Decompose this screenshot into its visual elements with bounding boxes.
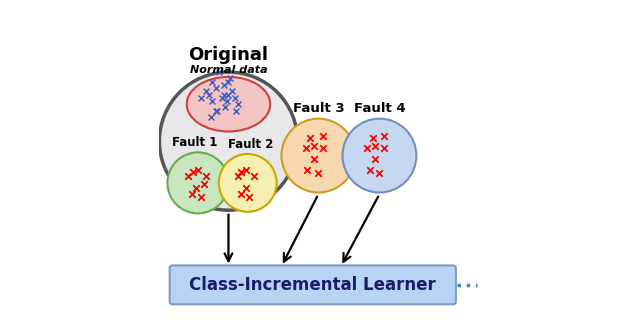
Point — [241, 185, 252, 190]
Point — [186, 191, 196, 197]
Text: Fault 2: Fault 2 — [228, 138, 274, 151]
Point — [193, 168, 203, 173]
Text: Class-Incremental Learner: Class-Incremental Learner — [189, 276, 436, 294]
Point — [305, 135, 316, 141]
Point — [225, 76, 235, 81]
Text: Fault 4: Fault 4 — [354, 102, 405, 115]
Point — [207, 98, 218, 104]
Circle shape — [168, 152, 228, 214]
Point — [211, 108, 221, 113]
Point — [199, 182, 209, 187]
Point — [188, 169, 198, 174]
Point — [212, 108, 222, 113]
Point — [201, 89, 211, 94]
Point — [233, 174, 243, 179]
Point — [205, 114, 216, 120]
Point — [217, 95, 227, 100]
Text: Fault 3: Fault 3 — [292, 102, 344, 115]
Point — [362, 145, 372, 150]
Point — [211, 86, 221, 91]
Point — [302, 168, 312, 173]
Ellipse shape — [187, 77, 270, 132]
Point — [230, 95, 240, 100]
Point — [232, 108, 242, 113]
Point — [368, 135, 378, 141]
FancyBboxPatch shape — [170, 265, 456, 304]
Point — [365, 168, 375, 173]
Point — [374, 171, 385, 176]
Point — [249, 174, 259, 179]
Point — [241, 168, 252, 173]
Point — [308, 156, 319, 161]
Point — [220, 105, 230, 110]
Point — [221, 98, 232, 104]
Point — [379, 134, 389, 139]
Point — [379, 145, 389, 150]
Circle shape — [282, 119, 355, 192]
Point — [218, 92, 228, 97]
Point — [369, 156, 380, 161]
Text: Original: Original — [188, 46, 268, 64]
Circle shape — [159, 72, 298, 210]
Point — [196, 195, 206, 200]
Point — [244, 195, 255, 200]
Text: Normal data: Normal data — [189, 65, 268, 75]
Point — [223, 92, 234, 97]
Point — [236, 169, 246, 174]
Point — [218, 82, 228, 87]
Point — [223, 79, 234, 84]
Point — [369, 143, 380, 148]
Point — [313, 171, 323, 176]
Point — [191, 185, 202, 190]
Point — [183, 174, 193, 179]
Point — [233, 102, 243, 107]
Point — [318, 134, 328, 139]
Text: Fault 1: Fault 1 — [172, 136, 218, 149]
Point — [201, 174, 211, 179]
Circle shape — [342, 119, 417, 192]
Point — [207, 79, 218, 84]
Circle shape — [219, 154, 276, 212]
Point — [318, 145, 328, 150]
Point — [236, 191, 246, 197]
Point — [196, 95, 206, 100]
Point — [204, 92, 214, 97]
Point — [227, 89, 237, 94]
Point — [308, 143, 319, 148]
Point — [300, 145, 310, 150]
Point — [214, 69, 224, 75]
